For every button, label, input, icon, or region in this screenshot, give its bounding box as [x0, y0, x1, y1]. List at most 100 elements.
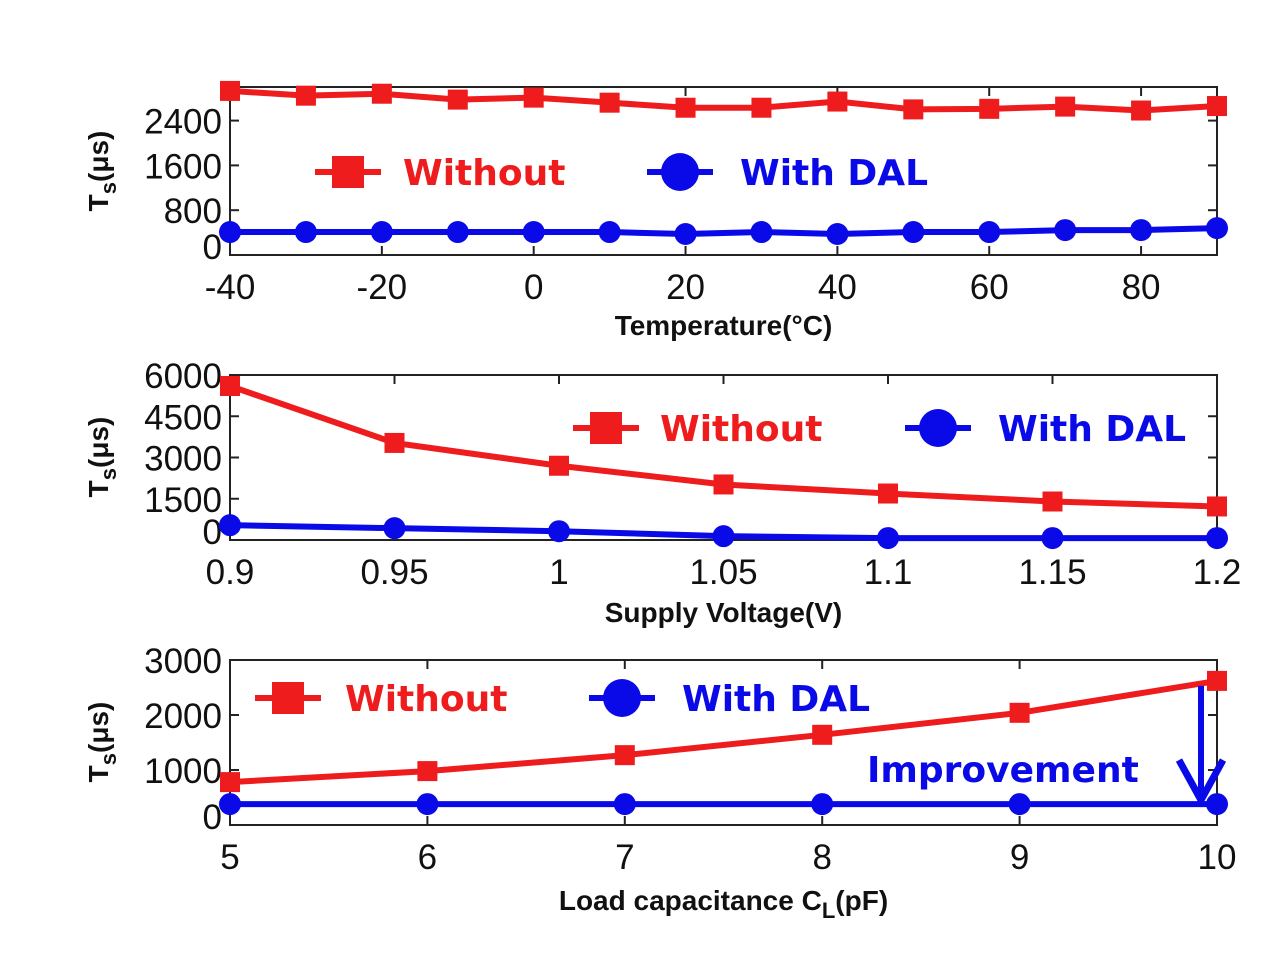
data-point-without	[751, 97, 772, 118]
x-tick-label: 0	[524, 268, 543, 307]
data-point-with-dal	[877, 527, 899, 550]
annotation-improvement: Improvement	[867, 750, 1139, 791]
series-line-with-dal	[230, 225, 1218, 238]
data-point-with-dal	[750, 221, 773, 244]
data-point-without	[295, 85, 316, 106]
data-point-without	[827, 91, 848, 112]
data-point-without	[523, 87, 544, 108]
data-point-with-dal	[1130, 219, 1153, 242]
y-tick-label: 2000	[144, 697, 222, 736]
improvement-arrow-head	[1175, 758, 1227, 808]
x-tick-label: 10	[1198, 838, 1237, 877]
x-tick-label: 7	[615, 838, 634, 877]
y-axis-label: Ts(μs)	[83, 702, 121, 783]
legend-marker-square	[590, 412, 622, 444]
x-tick-label: 20	[666, 268, 705, 307]
data-point-with-dal	[370, 221, 393, 244]
legend-label-without: Without	[660, 409, 822, 450]
y-tick-label: 800	[164, 192, 222, 231]
legend-label-with-dal: With DAL	[740, 153, 928, 194]
legend-marker-circle	[603, 679, 641, 717]
x-tick-label: 1	[549, 553, 568, 592]
data-point-without	[903, 99, 924, 120]
data-point-without	[1207, 496, 1227, 517]
x-tick-label: 8	[812, 838, 831, 877]
y-axis-label: Ts(μs)	[83, 131, 121, 212]
legend-marker-square	[332, 156, 364, 188]
data-point-without	[384, 432, 405, 453]
y-axis-label: Ts(μs)	[83, 417, 121, 498]
x-tick-label: 1.05	[689, 553, 757, 592]
x-tick-label: 1.1	[864, 553, 913, 592]
x-tick-label: 1.2	[1193, 553, 1242, 592]
data-point-without	[371, 83, 392, 104]
x-tick-label: 6	[418, 838, 437, 877]
y-tick-label: 6000	[144, 357, 222, 396]
x-axis-label: Load capacitance CL(pF)	[559, 885, 888, 923]
data-point-with-dal	[1041, 527, 1064, 550]
data-point-without	[1131, 100, 1152, 121]
x-tick-label: 0.95	[360, 553, 428, 592]
data-point-with-dal	[416, 793, 439, 816]
x-tick-label: -40	[205, 268, 256, 307]
axes-box	[229, 86, 1218, 256]
data-point-with-dal	[826, 223, 849, 245]
axes-box	[229, 659, 1218, 826]
data-point-with-dal	[1206, 527, 1228, 550]
legend-label-without: Without	[345, 679, 507, 720]
legend-marker-circle	[661, 153, 699, 191]
data-point-with-dal	[219, 793, 241, 816]
data-point-with-dal	[811, 793, 834, 816]
x-tick-label: 40	[818, 268, 857, 307]
data-point-without	[812, 724, 833, 745]
data-point-with-dal	[1008, 793, 1031, 816]
y-tick-label: 3000	[144, 642, 222, 681]
x-tick-label: 9	[1010, 838, 1029, 877]
data-point-with-dal	[522, 221, 545, 244]
data-point-without	[1042, 491, 1063, 512]
x-tick-label: 0.9	[206, 553, 255, 592]
legend-marker-circle	[919, 409, 957, 447]
y-tick-label: 1500	[144, 481, 222, 520]
x-tick-label: 80	[1122, 268, 1161, 307]
legend-label-without: Without	[403, 153, 565, 194]
data-point-with-dal	[978, 221, 1001, 244]
x-tick-label: 60	[970, 268, 1009, 307]
data-point-without	[447, 89, 468, 110]
data-point-without	[1009, 702, 1030, 723]
subplot-1: -40 -20 0 20 40 60 80080016002400Temperature(°…	[83, 80, 1228, 341]
legend-label-with-dal: With DAL	[998, 409, 1186, 450]
x-axis-label: Supply Voltage(V)	[605, 597, 843, 628]
series-line-without	[229, 677, 1218, 786]
y-tick-label: 0	[203, 513, 222, 552]
data-point-without	[1207, 96, 1227, 117]
data-point-with-dal	[902, 221, 925, 244]
data-point-with-dal	[294, 221, 317, 244]
data-point-with-dal	[1206, 793, 1228, 816]
y-tick-label: 1000	[144, 752, 222, 791]
data-point-without	[599, 92, 620, 113]
legend-marker-square	[272, 682, 304, 714]
y-tick-label: 1600	[144, 147, 222, 186]
data-point-without	[549, 455, 569, 476]
data-point-with-dal	[613, 793, 636, 816]
x-tick-label: -20	[357, 268, 408, 307]
data-point-without	[713, 474, 734, 495]
data-point-without	[220, 772, 240, 793]
data-point-without	[220, 80, 240, 101]
x-tick-label: 5	[220, 838, 239, 877]
data-point-with-dal	[383, 517, 406, 540]
data-point-without	[614, 745, 635, 766]
data-point-without	[878, 483, 898, 504]
x-axis-label: Temperature(°C)	[615, 310, 833, 341]
x-tick-label: 1.15	[1018, 553, 1086, 592]
y-tick-label: 4500	[144, 398, 222, 437]
data-point-without	[675, 97, 696, 118]
data-point-with-dal	[712, 525, 735, 548]
data-point-without	[1207, 670, 1227, 691]
axes-box	[229, 374, 1218, 541]
data-point-without	[979, 98, 1000, 119]
data-point-with-dal	[548, 520, 570, 543]
